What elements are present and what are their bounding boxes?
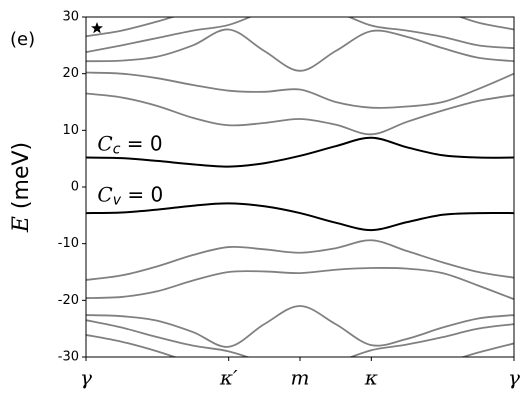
band-line <box>86 319 514 357</box>
band-line <box>86 334 514 357</box>
annotation-part: C <box>97 182 112 206</box>
band-line <box>86 267 514 301</box>
annotation-part: v <box>113 193 122 209</box>
band-line <box>86 305 514 348</box>
band-line <box>86 136 514 168</box>
annotation: Cv = 0 <box>97 182 163 209</box>
band-line <box>86 239 514 281</box>
x-tick-label: γ <box>80 366 92 390</box>
band-line <box>86 71 514 109</box>
y-axis-label: E (meV) <box>9 142 34 233</box>
band-line <box>86 17 514 54</box>
x-tick-label: κ′ <box>219 366 238 390</box>
y-tick-label: 0 <box>71 180 79 195</box>
band-line <box>86 92 514 136</box>
y-tick-label: -20 <box>58 293 79 308</box>
x-tick-label: m <box>291 366 310 390</box>
panel-label: (e) <box>10 29 35 50</box>
annotation-part: c <box>113 142 121 158</box>
annotation-part: = 0 <box>121 182 163 206</box>
band-line <box>86 28 514 72</box>
y-tick-label: 30 <box>62 10 79 25</box>
annotation: Cc = 0 <box>97 131 162 158</box>
y-tick-label: 10 <box>62 123 79 138</box>
y-tick-label: -10 <box>58 236 79 251</box>
annotation-part: C <box>97 131 112 155</box>
annotation-part: = 0 <box>120 131 162 155</box>
x-tick-label: γ <box>508 366 520 390</box>
band-line <box>86 202 514 232</box>
y-tick-label: -30 <box>58 350 79 365</box>
bands <box>86 17 514 357</box>
x-tick-label: κ <box>364 366 378 390</box>
y-tick-label: 20 <box>62 66 79 81</box>
star-marker <box>91 22 103 34</box>
band-line <box>86 17 514 38</box>
